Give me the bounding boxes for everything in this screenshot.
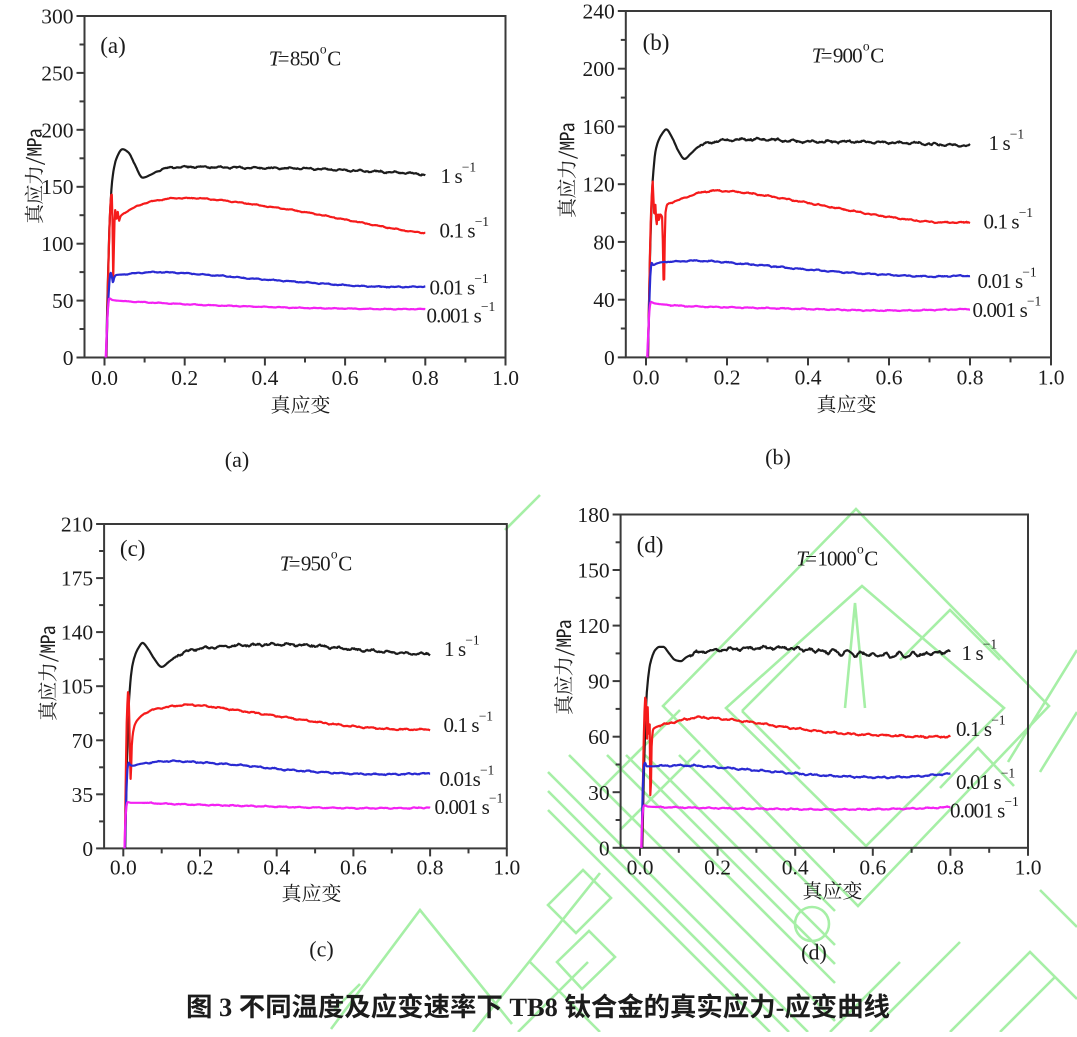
svg-text:1.0: 1.0 [492, 366, 519, 390]
svg-text:=: = [278, 47, 290, 71]
svg-text:900: 900 [833, 44, 862, 68]
svg-text:150: 150 [41, 175, 73, 199]
svg-text:200: 200 [583, 57, 615, 81]
svg-text:C: C [870, 44, 884, 68]
svg-text:0.2: 0.2 [171, 366, 198, 390]
svg-text:0.001 s−1: 0.001 s−1 [435, 791, 504, 820]
svg-text:1.0: 1.0 [493, 855, 520, 879]
svg-text:0: 0 [604, 346, 615, 370]
svg-text:180: 180 [577, 503, 609, 527]
svg-text:0.8: 0.8 [957, 365, 984, 389]
svg-text:C: C [864, 547, 878, 571]
svg-text:=: = [805, 547, 817, 571]
svg-text:0.6: 0.6 [876, 365, 903, 389]
svg-text:140: 140 [61, 621, 93, 645]
svg-text:T: T [269, 47, 282, 71]
svg-text:0.001 s−1: 0.001 s−1 [427, 299, 496, 328]
svg-text:950: 950 [301, 552, 330, 576]
svg-text:80: 80 [593, 230, 615, 254]
svg-text:T: T [796, 547, 809, 571]
svg-text:120: 120 [583, 173, 615, 197]
svg-text:70: 70 [72, 729, 94, 753]
svg-text:0.6: 0.6 [340, 855, 367, 879]
svg-text:1.0: 1.0 [1038, 365, 1065, 389]
svg-text:=: = [289, 552, 301, 576]
svg-text:0.1 s−1: 0.1 s−1 [440, 214, 490, 243]
svg-text:100: 100 [41, 232, 73, 256]
svg-text:(a): (a) [100, 33, 126, 58]
svg-text:0.01 s−1: 0.01 s−1 [956, 766, 1015, 795]
svg-text:(b): (b) [765, 445, 791, 470]
svg-text:0.01 s−1: 0.01 s−1 [978, 265, 1037, 294]
svg-text:0.4: 0.4 [782, 855, 809, 879]
svg-text:0.0: 0.0 [627, 855, 654, 879]
svg-text:o: o [863, 39, 870, 54]
svg-text:0.6: 0.6 [859, 855, 886, 879]
svg-text:105: 105 [61, 675, 93, 699]
svg-text:60: 60 [588, 725, 610, 749]
svg-text:40: 40 [593, 288, 615, 312]
svg-text:0.2: 0.2 [187, 855, 214, 879]
svg-text:o: o [320, 42, 327, 57]
svg-text:(d): (d) [637, 533, 664, 558]
svg-text:0.8: 0.8 [417, 855, 444, 879]
svg-text:0.4: 0.4 [263, 855, 290, 879]
svg-text:0.01s−1: 0.01s−1 [440, 763, 495, 792]
svg-text:o: o [857, 542, 864, 557]
svg-text:210: 210 [61, 513, 93, 537]
svg-text:0.4: 0.4 [795, 365, 822, 389]
svg-text:o: o [331, 547, 338, 562]
svg-text:300: 300 [41, 5, 73, 29]
svg-text:T: T [812, 44, 825, 68]
svg-text:1000: 1000 [817, 547, 856, 571]
svg-text:160: 160 [583, 115, 615, 139]
svg-text:90: 90 [588, 670, 610, 694]
svg-text:(d): (d) [801, 940, 827, 965]
svg-text:(a): (a) [225, 447, 249, 472]
svg-text:175: 175 [61, 567, 93, 591]
svg-text:200: 200 [41, 118, 73, 142]
svg-text:C: C [327, 47, 341, 71]
svg-text:850: 850 [290, 47, 319, 71]
svg-text:(c): (c) [120, 536, 146, 561]
svg-text:0.4: 0.4 [251, 366, 278, 390]
svg-text:35: 35 [72, 783, 94, 807]
svg-text:0.6: 0.6 [332, 366, 359, 390]
svg-text:0: 0 [599, 836, 610, 860]
svg-text:0.0: 0.0 [633, 365, 660, 389]
svg-text:0.0: 0.0 [110, 855, 137, 879]
svg-text:1 s−1: 1 s−1 [989, 127, 1025, 156]
svg-text:(b): (b) [643, 30, 670, 55]
svg-text:1 s−1: 1 s−1 [962, 637, 998, 666]
svg-text:T: T [280, 552, 293, 576]
svg-text:0.0: 0.0 [91, 366, 118, 390]
svg-text:(c): (c) [309, 937, 333, 962]
svg-text:0.8: 0.8 [412, 366, 439, 390]
svg-text:0: 0 [63, 346, 74, 370]
svg-text:0.8: 0.8 [937, 855, 964, 879]
svg-text:0: 0 [82, 837, 93, 861]
svg-text:30: 30 [588, 781, 610, 805]
svg-text:1 s−1: 1 s−1 [441, 160, 477, 189]
svg-text:0.001 s−1: 0.001 s−1 [973, 294, 1042, 323]
svg-text:0.001 s−1: 0.001 s−1 [950, 794, 1019, 823]
svg-text:0.2: 0.2 [714, 365, 741, 389]
svg-text:240: 240 [583, 0, 615, 24]
svg-text:120: 120 [577, 614, 609, 638]
svg-text:1 s−1: 1 s−1 [444, 633, 480, 662]
svg-text:150: 150 [577, 559, 609, 583]
svg-text:0.2: 0.2 [704, 855, 731, 879]
svg-text:1.0: 1.0 [1015, 855, 1042, 879]
svg-text:0.1 s−1: 0.1 s−1 [956, 713, 1006, 742]
svg-text:0.01 s−1: 0.01 s−1 [430, 271, 489, 300]
svg-text:0.1 s−1: 0.1 s−1 [984, 205, 1034, 234]
svg-text:=: = [821, 44, 833, 68]
svg-text:C: C [338, 552, 352, 576]
svg-text:50: 50 [52, 289, 74, 313]
svg-text:250: 250 [41, 61, 73, 85]
svg-text:0.1 s−1: 0.1 s−1 [444, 709, 494, 738]
